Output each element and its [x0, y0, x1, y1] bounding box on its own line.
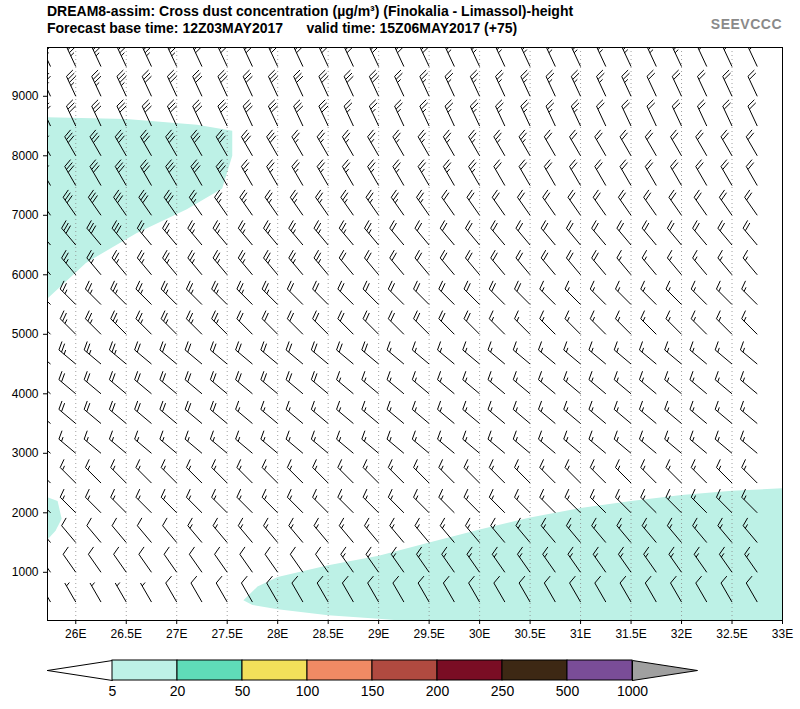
svg-text:2000: 2000 — [12, 506, 39, 520]
svg-text:150: 150 — [361, 683, 385, 699]
svg-text:28.5E: 28.5E — [312, 627, 343, 640]
html-text:DREAM8-assim: Cross dust conce: DREAM8-assim: Cross dust concentration (… — [47, 3, 574, 19]
svg-text:26E: 26E — [65, 627, 86, 640]
svg-text:100: 100 — [296, 683, 320, 699]
svg-text:4000: 4000 — [12, 387, 39, 401]
svg-text:33E: 33E — [772, 627, 793, 640]
svg-text:26.5E: 26.5E — [111, 627, 142, 640]
svg-text:29.5E: 29.5E — [413, 627, 444, 640]
svg-text:5000: 5000 — [12, 327, 39, 341]
html-text:Forecast base time: 12Z03MAY20: Forecast base time: 12Z03MAY2017 valid t… — [47, 20, 518, 36]
svg-text:31.5E: 31.5E — [615, 627, 646, 640]
svg-text:29E: 29E — [368, 627, 389, 640]
svg-text:6000: 6000 — [12, 268, 39, 282]
svg-text:5: 5 — [109, 683, 117, 699]
svg-text:30E: 30E — [469, 627, 490, 640]
svg-text:31E: 31E — [570, 627, 591, 640]
svg-text:9000: 9000 — [12, 89, 39, 103]
svg-text:30.5E: 30.5E — [514, 627, 545, 640]
svg-text:7000: 7000 — [12, 208, 39, 222]
svg-text:32.5E: 32.5E — [716, 627, 747, 640]
svg-text:1000: 1000 — [617, 683, 648, 699]
svg-text:250: 250 — [491, 683, 515, 699]
svg-text:200: 200 — [426, 683, 450, 699]
html-text:SEEVCCC: SEEVCCC — [710, 16, 782, 32]
svg-text:20: 20 — [170, 683, 186, 699]
svg-text:1000: 1000 — [12, 565, 39, 579]
svg-text:28E: 28E — [267, 627, 288, 640]
svg-text:500: 500 — [556, 683, 580, 699]
svg-text:27E: 27E — [166, 627, 187, 640]
svg-text:8000: 8000 — [12, 149, 39, 163]
svg-text:32E: 32E — [671, 627, 692, 640]
svg-text:50: 50 — [235, 683, 251, 699]
svg-text:3000: 3000 — [12, 446, 39, 460]
svg-text:27.5E: 27.5E — [212, 627, 243, 640]
